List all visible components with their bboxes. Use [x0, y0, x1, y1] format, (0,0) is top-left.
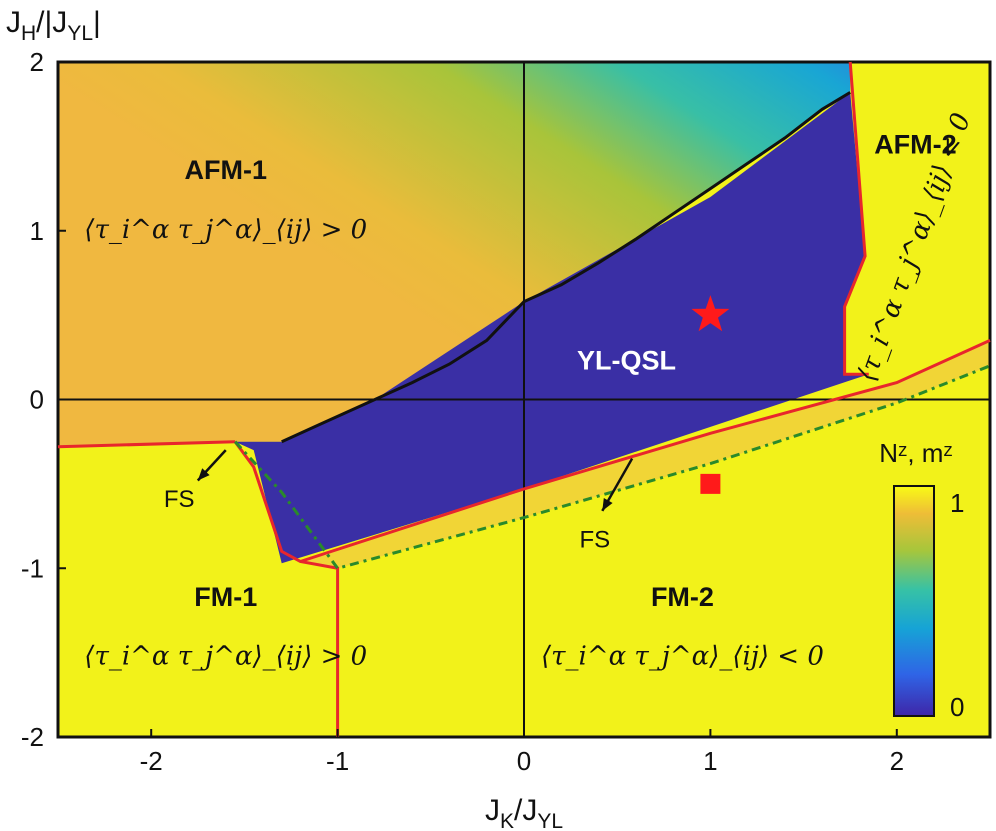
colorbar-label: Nᶻ, mᶻ — [879, 438, 953, 468]
star-marker — [691, 295, 730, 332]
phase-label-fm-2: FM-2 — [651, 582, 714, 612]
colorbar — [893, 485, 935, 717]
boundary-afm1-fm1 — [57, 440, 236, 449]
order-parameter-fm-1: ⟨τ_i^α τ_j^α⟩_⟨ij⟩ > 0 — [84, 642, 367, 672]
overlay-layer: FS FS AFM-1 ⟨τ_i^α τ_j^α⟩_⟨ij⟩ > 0 AFM-2 ⟨τ_i… — [57, 61, 991, 737]
fs-dashed-line — [233, 364, 991, 571]
square-marker — [700, 473, 721, 494]
fs-arrowhead-2 — [602, 498, 613, 511]
phase-label-afm-1: AFM-1 — [185, 155, 268, 185]
yl-qsl-region — [235, 92, 869, 564]
colorbar-min-label: 0 — [950, 692, 964, 722]
x-tick-label: 2 — [890, 746, 904, 776]
x-tick-label: 0 — [517, 746, 531, 776]
fs-arrowhead-1 — [197, 468, 210, 481]
x-tick-label: -1 — [326, 746, 349, 776]
order-parameter-afm-1: ⟨τ_i^α τ_j^α⟩_⟨ij⟩ > 0 — [84, 215, 367, 245]
qsl-top-contour — [281, 91, 851, 444]
x-tick-label: 1 — [703, 746, 717, 776]
y-tick-label: 2 — [30, 47, 44, 77]
y-axis-label: JH/|JYL| — [6, 6, 101, 45]
x-axis-label: JK/JYL — [485, 794, 563, 831]
y-tick-label: -2 — [21, 722, 44, 752]
boundary-fm-left-edge — [233, 440, 340, 737]
phase-label-yl-qsl: YL-QSL — [577, 346, 676, 376]
x-tick-label: -2 — [140, 746, 163, 776]
fs-label-2: FS — [579, 527, 610, 554]
phase-label-afm-2: AFM-2 — [874, 130, 957, 160]
fs-crossover-band — [300, 340, 990, 569]
fs-label-1: FS — [164, 486, 195, 513]
y-tick-label: 1 — [30, 216, 44, 246]
boundary-afm2-left — [843, 61, 869, 376]
y-tick-label: 0 — [30, 385, 44, 415]
phase-label-fm-1: FM-1 — [194, 582, 257, 612]
afm1-region — [58, 62, 851, 447]
colorbar-max-label: 1 — [950, 488, 964, 518]
boundary-fm2-lower — [299, 339, 991, 563]
order-parameter-fm-2: ⟨τ_i^α τ_j^α⟩_⟨ij⟩ < 0 — [541, 642, 824, 672]
y-tick-label: -1 — [21, 553, 44, 583]
